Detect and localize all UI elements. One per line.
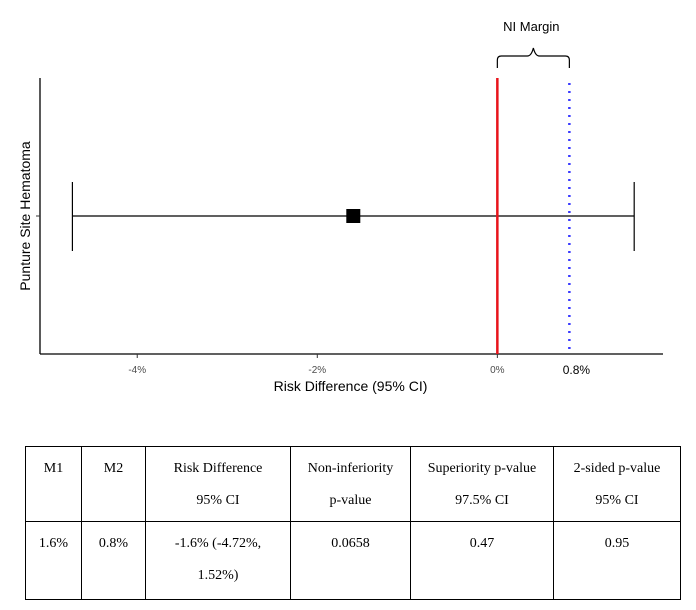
cell-risk-difference: -1.6% (-4.72%, 1.52%) — [145, 521, 291, 600]
table-header-row: M1 M2 Risk Difference 95% CI Non-inferior… — [25, 446, 681, 522]
y-axis-title: Punture Site Hematoma — [17, 141, 33, 291]
x-tick-label: -4% — [128, 365, 146, 376]
cell-text: Superiority p-value — [427, 461, 537, 476]
margin-tick-label: 0.8% — [563, 363, 591, 377]
cell-text: Non-inferiority — [307, 461, 394, 476]
cell-text: 95% CI — [196, 493, 240, 508]
cell-text: 1.6% — [38, 536, 69, 551]
header-superiority: Superiority p-value 97.5% CI — [410, 446, 554, 522]
header-non-inferiority: Non-inferiority p-value — [290, 446, 411, 522]
cell-m1: 1.6% — [25, 521, 82, 600]
header-two-sided: 2-sided p-value 95% CI — [553, 446, 681, 522]
header-m1: M1 — [25, 446, 82, 522]
ni-margin-brace — [496, 47, 570, 68]
cell-text: 2-sided p-value — [573, 461, 661, 476]
cell-text: 0.95 — [604, 536, 630, 551]
cell-text: M1 — [43, 461, 64, 476]
cell-text: 95% CI — [595, 493, 639, 508]
cell-text: M2 — [103, 461, 124, 476]
x-tick-label: 0% — [490, 365, 505, 376]
cell-text: 0.0658 — [331, 536, 370, 551]
results-table: M1 M2 Risk Difference 95% CI Non-inferior… — [25, 446, 681, 600]
forest-plot: -4% -2% 0% 0.8% Risk Difference (95% CI) Punt… — [17, 19, 663, 394]
cell-non-inferiority: 0.0658 — [290, 521, 411, 600]
cell-m2: 0.8% — [81, 521, 146, 600]
cell-text: 0.8% — [98, 536, 129, 551]
point-estimate — [346, 209, 361, 223]
cell-text: 1.52%) — [197, 568, 239, 583]
cell-text: Risk Difference — [173, 461, 263, 476]
table-row: 1.6% 0.8% -1.6% (-4.72%, 1.52%) 0.0658 0.… — [25, 521, 681, 600]
cell-two-sided: 0.95 — [553, 521, 681, 600]
cell-text: -1.6% (-4.72%, — [174, 536, 262, 551]
header-m2: M2 — [81, 446, 146, 522]
x-axis-title: Risk Difference (95% CI) — [274, 378, 428, 394]
cell-text: 0.47 — [469, 536, 495, 551]
cell-superiority: 0.47 — [410, 521, 554, 600]
cell-text: 97.5% CI — [455, 493, 509, 508]
x-tick-label: -2% — [308, 365, 326, 376]
cell-text: p-value — [329, 493, 372, 508]
header-risk-difference: Risk Difference 95% CI — [145, 446, 291, 522]
ni-margin-label: NI Margin — [503, 19, 559, 34]
